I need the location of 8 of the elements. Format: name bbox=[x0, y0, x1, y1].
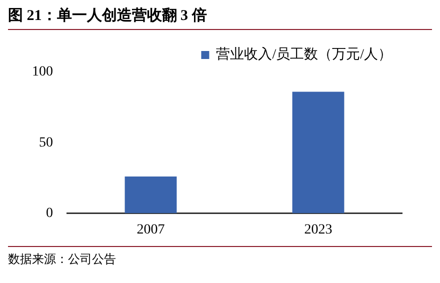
y-tick-label: 100 bbox=[32, 64, 53, 80]
source-note: 数据来源：公司公告 bbox=[8, 251, 117, 268]
y-tick-label: 50 bbox=[39, 135, 53, 150]
y-tick-label: 0 bbox=[46, 206, 53, 221]
x-tick-label: 2007 bbox=[136, 222, 165, 238]
chart-title: 图 21：单一人创造营收翻 3 倍 bbox=[8, 6, 432, 30]
x-tick-label: 2023 bbox=[304, 222, 332, 238]
legend-label: 营业收入/员工数（万元/人） bbox=[216, 46, 392, 63]
